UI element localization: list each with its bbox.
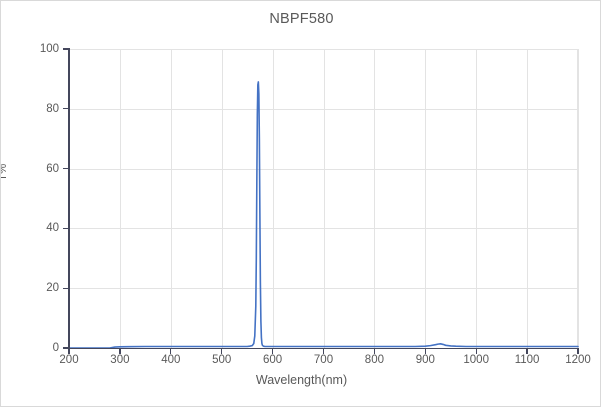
gridline-vertical bbox=[170, 49, 172, 348]
y-tick-mark bbox=[63, 287, 68, 289]
x-tick-mark bbox=[475, 349, 477, 354]
x-tick-label: 300 bbox=[110, 354, 130, 366]
y-tick-mark bbox=[63, 227, 68, 230]
y-tick-label: 100 bbox=[39, 43, 59, 55]
chart-title: NBPF580 bbox=[269, 11, 334, 27]
x-tick-label: 1000 bbox=[463, 354, 489, 366]
plot-area bbox=[68, 49, 579, 349]
gridline-vertical bbox=[578, 49, 579, 348]
x-tick-label: 900 bbox=[415, 354, 435, 366]
y-tick-label: 20 bbox=[46, 282, 59, 295]
x-tick-mark bbox=[68, 349, 70, 354]
x-tick-mark bbox=[271, 349, 274, 354]
x-tick-mark bbox=[119, 349, 121, 354]
x-tick-mark bbox=[322, 349, 325, 354]
y-tick-mark bbox=[63, 108, 68, 110]
x-axis-label: Wavelength(nm) bbox=[255, 373, 348, 387]
y-tick-mark bbox=[63, 167, 68, 170]
y-axis-line bbox=[68, 48, 70, 349]
gridline-vertical bbox=[221, 49, 223, 348]
gridline-vertical bbox=[374, 49, 376, 348]
x-tick-mark bbox=[424, 349, 426, 354]
gridline-vertical bbox=[272, 49, 274, 348]
x-tick-label: 1200 bbox=[565, 354, 591, 366]
x-tick-label: 500 bbox=[212, 354, 232, 366]
gridline-vertical bbox=[476, 49, 478, 348]
x-tick-mark bbox=[170, 349, 172, 354]
x-tick-label: 700 bbox=[313, 354, 334, 366]
gridline-vertical bbox=[527, 49, 529, 348]
x-tick-mark bbox=[577, 349, 579, 354]
y-tick-label: 0 bbox=[52, 342, 59, 354]
x-tick-mark bbox=[373, 349, 376, 354]
y-tick-mark bbox=[63, 347, 68, 349]
x-tick-label: 600 bbox=[263, 354, 283, 366]
plot-border-right bbox=[577, 49, 578, 348]
y-axis-label: T% bbox=[0, 163, 9, 181]
y-tick-label: 80 bbox=[46, 102, 59, 115]
x-tick-label: 1100 bbox=[514, 354, 540, 366]
gridline-vertical bbox=[323, 49, 325, 348]
x-axis-line bbox=[68, 347, 579, 350]
x-tick-label: 400 bbox=[161, 354, 181, 366]
x-tick-label: 200 bbox=[59, 354, 79, 366]
x-tick-mark bbox=[526, 349, 528, 354]
gridline-vertical bbox=[425, 49, 427, 348]
x-tick-mark bbox=[221, 349, 223, 354]
y-tick-label: 40 bbox=[46, 222, 59, 235]
y-tick-mark bbox=[63, 48, 68, 50]
x-tick-label: 800 bbox=[364, 354, 384, 366]
gridline-vertical bbox=[119, 49, 121, 348]
y-tick-label: 60 bbox=[46, 162, 59, 175]
data-series-line bbox=[68, 81, 579, 349]
